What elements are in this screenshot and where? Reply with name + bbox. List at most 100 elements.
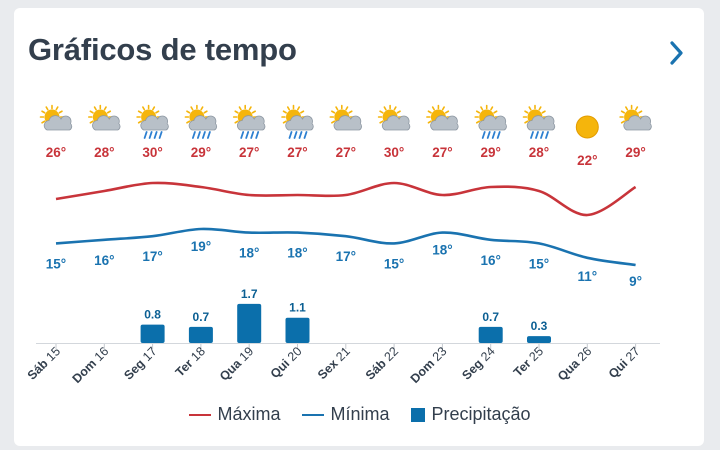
page-title: Gráficos de tempo — [28, 32, 297, 67]
sun-ray — [427, 110, 432, 114]
sun-ray — [155, 110, 160, 114]
x-tick-label: Ter 18 — [173, 344, 208, 379]
min-temp-label: 18° — [432, 243, 452, 258]
x-tick-label: Seg 24 — [459, 344, 497, 382]
sun-ray — [331, 110, 336, 114]
sun-ray — [480, 106, 484, 111]
cloud-shape — [188, 115, 218, 131]
legend-precip-label: Precipitação — [431, 404, 531, 424]
precip-label: 0.7 — [193, 310, 210, 324]
sun-ray — [251, 110, 256, 114]
sun-ray — [524, 120, 529, 124]
precip-bar — [237, 303, 262, 343]
chart-legend: Máxima Mínima Precipitação — [0, 404, 720, 425]
rain-drop — [250, 131, 255, 139]
rain-drop — [293, 131, 298, 139]
sun-ray — [444, 110, 450, 114]
x-tick-label: Dom 23 — [408, 344, 450, 386]
sun-ray — [282, 110, 287, 114]
x-tick-label: Sáb 22 — [363, 344, 401, 382]
sun-ray — [345, 106, 349, 111]
legend-max-swatch — [189, 413, 212, 416]
cloud-shape — [43, 115, 73, 131]
rain-drop — [158, 131, 163, 139]
precip-bar — [140, 324, 165, 343]
sun-ray — [282, 120, 287, 124]
legend-precip-swatch — [411, 407, 426, 422]
sun-ray — [541, 110, 546, 114]
cloud-shape — [237, 115, 266, 131]
cloud-shape — [526, 115, 556, 131]
sun-ray — [186, 110, 191, 114]
min-temp-line — [55, 227, 636, 267]
rain-drop — [535, 131, 539, 139]
x-tick-label: Qua 26 — [555, 344, 594, 383]
min-temp-label: 15° — [529, 256, 549, 271]
rain-drop — [298, 131, 303, 139]
sun-ray — [106, 110, 112, 114]
sun-ray — [248, 106, 252, 111]
sun-ray — [137, 110, 143, 114]
cloud-shape — [623, 115, 652, 131]
sun-ray — [383, 106, 387, 111]
min-temp-label: 16° — [94, 253, 114, 268]
legend-precip[interactable]: Precipitação — [411, 404, 531, 425]
cloud-shape — [478, 115, 507, 131]
sun-ray — [234, 110, 239, 114]
precip-label: 0.8 — [144, 308, 161, 322]
rain-drop — [288, 131, 293, 139]
sun-ray — [93, 106, 97, 111]
min-temp-label: 17° — [142, 249, 162, 264]
max-temp-label: 29° — [625, 145, 645, 160]
partly-sunny-icon — [377, 104, 411, 131]
sun-ray — [190, 106, 194, 111]
rain-sun-icon — [474, 104, 507, 139]
sun-ray — [89, 110, 94, 114]
legend-max[interactable]: Máxima — [189, 404, 280, 425]
cloud-shape — [285, 115, 314, 131]
sun-ray — [348, 110, 353, 114]
min-temp-label: 19° — [191, 239, 211, 254]
max-temp-label: 28° — [94, 145, 114, 160]
min-temp-label: 18° — [287, 246, 307, 261]
sun-icon — [575, 115, 599, 139]
max-temp-label: 27° — [336, 145, 356, 160]
chevron-right-icon[interactable] — [662, 38, 692, 68]
sun-ray — [89, 120, 94, 124]
x-tick-label: Qui 20 — [268, 344, 305, 381]
partly-sunny-icon — [88, 104, 121, 131]
partly-sunny-icon — [329, 104, 362, 131]
sun-ray — [475, 110, 481, 114]
x-tick-label: Sáb 15 — [25, 344, 63, 382]
cloud-shape — [92, 115, 121, 131]
partly-sunny-icon — [619, 104, 652, 131]
sun-ray — [396, 110, 401, 114]
max-temp-line — [55, 181, 637, 217]
x-tick-label: Qui 27 — [606, 344, 643, 381]
max-temp-label: 30° — [384, 145, 404, 160]
sun-ray — [41, 120, 46, 124]
weather-chart-card: Gráficos de tempo — [14, 8, 704, 446]
sun-ray — [200, 106, 204, 111]
max-temp-label: 26° — [46, 145, 66, 160]
sun-ray — [441, 106, 445, 111]
sun-ray — [475, 120, 481, 124]
rain-drop — [201, 131, 206, 139]
x-tick-label: Sex 21 — [315, 344, 353, 382]
x-tick-label: Qua 19 — [217, 344, 256, 383]
rain-drop — [303, 131, 308, 139]
min-temp-label: 18° — [239, 246, 259, 261]
legend-min[interactable]: Mínima — [302, 404, 389, 425]
rain-sun-icon — [281, 104, 314, 139]
sun-ray — [300, 110, 305, 114]
sun-ray — [331, 120, 336, 124]
sun-ray — [490, 106, 494, 111]
sun-ray — [203, 110, 208, 114]
rain-drop — [191, 131, 196, 139]
rain-drop — [491, 131, 496, 139]
sun-ray — [296, 106, 301, 111]
rain-drop — [481, 131, 486, 139]
max-temp-label: 29° — [191, 145, 211, 160]
precip-label: 0.7 — [482, 310, 499, 324]
